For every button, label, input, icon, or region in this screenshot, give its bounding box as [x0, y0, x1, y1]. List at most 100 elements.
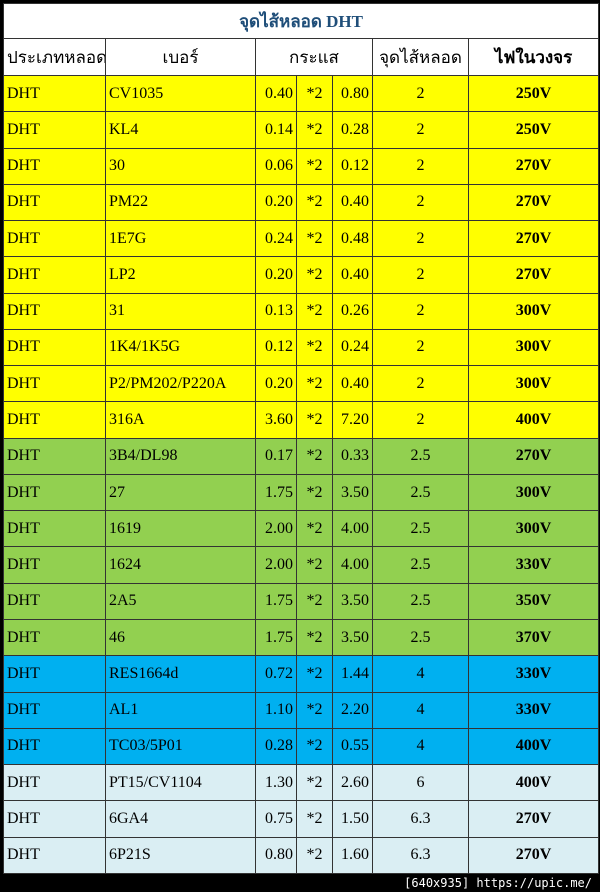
current-cell: 0.06: [255, 147, 297, 185]
filament-voltage-cell: 4: [372, 691, 469, 729]
tube-cell: P2/PM202/P220A: [105, 365, 256, 403]
type-cell: DHT: [3, 618, 106, 657]
type-cell: DHT: [3, 691, 106, 729]
filament-voltage-cell: 6: [372, 764, 469, 802]
multiplier-cell: *2: [296, 582, 333, 620]
circuit-voltage-cell: 330V: [467, 691, 600, 729]
table-row: DHT RES1664d 0.72 *2 1.44 4 330V: [3, 655, 600, 693]
current-cell: 0.28: [255, 727, 297, 766]
current-cell: 0.12: [255, 328, 297, 367]
circuit-voltage-cell: 300V: [467, 328, 600, 367]
table-row: DHT 1E7G 0.24 *2 0.48 2 270V: [3, 220, 600, 258]
circuit-voltage-cell: 370V: [467, 618, 600, 657]
type-cell: DHT: [3, 800, 106, 838]
current-cell: 0.75: [255, 800, 297, 838]
total-current-cell: 4.00: [332, 510, 373, 548]
type-cell: DHT: [3, 401, 106, 439]
filament-voltage-cell: 2: [372, 220, 469, 258]
circuit-voltage-cell: 400V: [467, 401, 600, 439]
type-cell: DHT: [3, 836, 106, 874]
filament-voltage-cell: 2: [372, 183, 469, 222]
circuit-voltage-cell: 270V: [467, 147, 600, 185]
current-cell: 0.40: [255, 74, 297, 113]
type-cell: DHT: [3, 74, 106, 113]
type-cell: DHT: [3, 256, 106, 294]
total-current-cell: 0.28: [332, 111, 373, 149]
table-row: DHT P2/PM202/P220A 0.20 *2 0.40 2 300V: [3, 365, 600, 403]
total-current-cell: 4.00: [332, 546, 373, 584]
type-cell: DHT: [3, 292, 106, 330]
total-current-cell: 0.33: [332, 437, 373, 475]
table-row: DHT 1619 2.00 *2 4.00 2.5 300V: [3, 510, 600, 548]
filament-voltage-cell: 4: [372, 727, 469, 766]
filament-voltage-cell: 6.3: [372, 836, 469, 874]
circuit-voltage-cell: 270V: [467, 183, 600, 222]
type-cell: DHT: [3, 727, 106, 766]
multiplier-cell: *2: [296, 437, 333, 475]
total-current-cell: 1.44: [332, 655, 373, 693]
circuit-voltage-cell: 250V: [467, 111, 600, 149]
tube-cell: TC03/5P01: [105, 727, 256, 766]
tube-cell: LP2: [105, 256, 256, 294]
filament-voltage-cell: 2.5: [372, 473, 469, 512]
filament-voltage-cell: 6.3: [372, 800, 469, 838]
type-cell: DHT: [3, 220, 106, 258]
table-row: DHT 6GA4 0.75 *2 1.50 6.3 270V: [3, 800, 600, 838]
current-cell: 0.72: [255, 655, 297, 693]
multiplier-cell: *2: [296, 836, 333, 874]
current-cell: 3.60: [255, 401, 297, 439]
multiplier-cell: *2: [296, 655, 333, 693]
header-voltage: ไฟในวงจร: [467, 38, 600, 76]
filament-voltage-cell: 2: [372, 256, 469, 294]
type-cell: DHT: [3, 655, 106, 693]
table-row: DHT 46 1.75 *2 3.50 2.5 370V: [3, 618, 600, 657]
filament-voltage-cell: 2.5: [372, 510, 469, 548]
multiplier-cell: *2: [296, 618, 333, 657]
multiplier-cell: *2: [296, 473, 333, 512]
circuit-voltage-cell: 270V: [467, 437, 600, 475]
tube-cell: RES1664d: [105, 655, 256, 693]
total-current-cell: 3.50: [332, 618, 373, 657]
tube-cell: KL4: [105, 111, 256, 149]
total-current-cell: 0.40: [332, 256, 373, 294]
current-cell: 0.17: [255, 437, 297, 475]
total-current-cell: 1.50: [332, 800, 373, 838]
tube-cell: 3B4/DL98: [105, 437, 256, 475]
total-current-cell: 0.80: [332, 74, 373, 113]
filament-voltage-cell: 2: [372, 292, 469, 330]
circuit-voltage-cell: 270V: [467, 256, 600, 294]
table-row: DHT KL4 0.14 *2 0.28 2 250V: [3, 111, 600, 149]
total-current-cell: 0.24: [332, 328, 373, 367]
header-type: ประเภทหลอด: [3, 38, 106, 76]
tube-cell: CV1035: [105, 74, 256, 113]
table-row: DHT TC03/5P01 0.28 *2 0.55 4 400V: [3, 727, 600, 766]
type-cell: DHT: [3, 111, 106, 149]
total-current-cell: 7.20: [332, 401, 373, 439]
circuit-voltage-cell: 400V: [467, 727, 600, 766]
total-current-cell: 1.60: [332, 836, 373, 874]
circuit-voltage-cell: 330V: [467, 655, 600, 693]
filament-voltage-cell: 2: [372, 401, 469, 439]
table-row: DHT LP2 0.20 *2 0.40 2 270V: [3, 256, 600, 294]
multiplier-cell: *2: [296, 220, 333, 258]
table-row: DHT AL1 1.10 *2 2.20 4 330V: [3, 691, 600, 729]
multiplier-cell: *2: [296, 401, 333, 439]
current-cell: 0.80: [255, 836, 297, 874]
multiplier-cell: *2: [296, 292, 333, 330]
multiplier-cell: *2: [296, 764, 333, 802]
multiplier-cell: *2: [296, 546, 333, 584]
table-row: DHT PT15/CV1104 1.30 *2 2.60 6 400V: [3, 764, 600, 802]
total-current-cell: 3.50: [332, 582, 373, 620]
tube-cell: PT15/CV1104: [105, 764, 256, 802]
filament-voltage-cell: 4: [372, 655, 469, 693]
total-current-cell: 0.26: [332, 292, 373, 330]
multiplier-cell: *2: [296, 510, 333, 548]
tube-cell: 1619: [105, 510, 256, 548]
current-cell: 1.75: [255, 618, 297, 657]
circuit-voltage-cell: 400V: [467, 764, 600, 802]
table-row: DHT 2A5 1.75 *2 3.50 2.5 350V: [3, 582, 600, 620]
type-cell: DHT: [3, 473, 106, 512]
current-cell: 2.00: [255, 546, 297, 584]
filament-voltage-cell: 2.5: [372, 582, 469, 620]
type-cell: DHT: [3, 365, 106, 403]
